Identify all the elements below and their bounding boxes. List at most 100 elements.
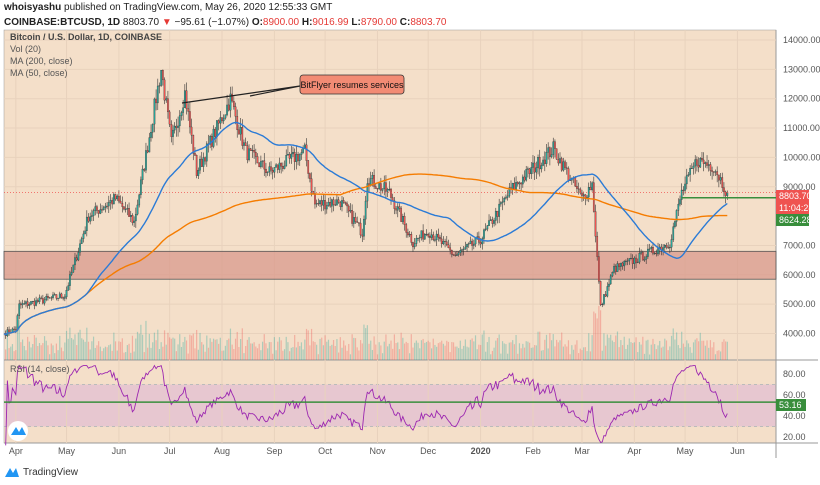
volume-bar — [701, 340, 703, 360]
volume-bar — [419, 348, 421, 360]
volume-bar — [199, 332, 201, 360]
time-tick-label: May — [58, 446, 76, 456]
footer-brand[interactable]: TradingView — [23, 466, 79, 478]
candle — [620, 262, 622, 267]
volume-bar — [452, 342, 455, 360]
candle — [295, 154, 298, 162]
candle — [371, 175, 374, 179]
volume-bar — [344, 345, 346, 360]
volume-bar — [114, 341, 117, 360]
volume-bar — [273, 337, 275, 360]
price-chart[interactable]: 14000.00 13000.00 12000.00 11000.00 10000.00… — [0, 0, 820, 462]
volume-bar — [718, 350, 720, 360]
candle — [706, 162, 708, 166]
volume-bar — [319, 338, 321, 360]
price-tick-label: 10000.00 — [783, 152, 820, 162]
candle — [538, 157, 541, 170]
candle — [444, 241, 446, 242]
volume-bar — [130, 352, 132, 360]
candle — [92, 210, 95, 216]
volume-bar — [365, 328, 367, 360]
volume-bar — [574, 344, 576, 360]
volume-bar — [77, 332, 79, 360]
tradingview-badge[interactable] — [8, 421, 28, 441]
volume-bar — [696, 338, 698, 360]
volume-bar — [371, 349, 374, 360]
candle — [714, 171, 717, 173]
candle — [297, 154, 299, 161]
candle — [319, 200, 321, 205]
volume-bar — [246, 339, 248, 360]
candle — [515, 182, 517, 190]
volume-bar — [437, 343, 439, 360]
annotation-text: BitFlyer resumes services — [300, 80, 404, 90]
candle — [549, 147, 551, 157]
volume-bar — [236, 331, 238, 360]
time-tick-label: May — [677, 446, 695, 456]
volume-bar — [42, 343, 44, 360]
volume-bar — [464, 339, 466, 360]
volume-bar — [180, 346, 183, 360]
candle — [643, 259, 646, 261]
volume-bar — [113, 332, 115, 360]
volume-bar — [69, 327, 71, 360]
volume-bar — [432, 338, 434, 360]
candle — [224, 114, 227, 119]
candle — [699, 158, 702, 168]
volume-bar — [233, 349, 235, 360]
volume-bar — [309, 345, 311, 360]
volume-bar — [610, 334, 612, 360]
volume-bar — [442, 343, 444, 360]
volume-bar — [126, 345, 128, 360]
candle — [513, 182, 516, 190]
ma-price-badge-text: 8624.28 — [779, 215, 812, 225]
candle — [525, 169, 528, 181]
rsi-tick-label: 20.00 — [783, 432, 806, 442]
last-price-badge-text: 8803.70 — [779, 191, 812, 201]
volume-bar — [599, 310, 602, 360]
candle — [530, 167, 533, 175]
volume-bar — [544, 339, 546, 360]
candle — [280, 162, 283, 167]
volume-bar — [692, 342, 695, 360]
volume-bar — [721, 341, 723, 360]
publisher[interactable]: whoisyashu — [4, 2, 62, 13]
candle — [596, 235, 599, 257]
volume-bar — [169, 337, 171, 360]
volume-bar — [385, 334, 387, 360]
volume-bar — [507, 353, 509, 360]
volume-bar — [552, 334, 554, 360]
volume-bar — [8, 348, 10, 360]
volume-bar — [486, 342, 488, 360]
candle — [21, 303, 24, 306]
candle — [626, 260, 629, 262]
candle — [214, 128, 217, 137]
volume-bar — [316, 344, 318, 360]
candle — [138, 194, 141, 206]
candle — [107, 202, 110, 207]
volume-bar — [321, 337, 323, 360]
volume-bar — [567, 340, 570, 360]
volume-bar — [282, 350, 284, 360]
volume-bar — [606, 334, 608, 360]
candle — [327, 202, 330, 206]
candle — [62, 297, 65, 299]
volume-bar — [349, 354, 352, 360]
candle — [96, 206, 98, 211]
candle — [116, 195, 119, 200]
candle — [712, 171, 715, 173]
volume-bar — [505, 344, 507, 360]
volume-bar — [202, 344, 205, 360]
candle — [383, 182, 386, 189]
volume-bar — [290, 347, 292, 360]
candle — [721, 177, 724, 188]
volume-bar — [703, 340, 705, 360]
candle — [216, 120, 218, 137]
candle — [560, 158, 563, 171]
candle — [173, 125, 176, 131]
volume-bar — [694, 339, 696, 360]
volume-bar — [280, 340, 282, 360]
candle — [537, 157, 539, 168]
candle — [271, 170, 274, 173]
price-tick-label: 11000.00 — [783, 123, 820, 133]
